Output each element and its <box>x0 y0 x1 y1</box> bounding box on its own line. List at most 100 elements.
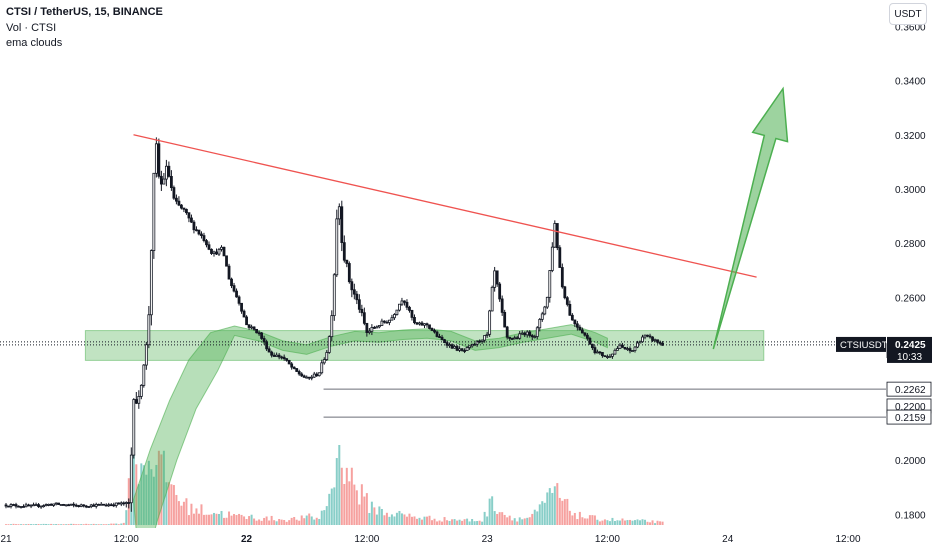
volume-bar <box>651 520 654 525</box>
candle <box>9 503 13 509</box>
level-label-box[interactable] <box>886 381 932 397</box>
volume-bar <box>295 519 298 525</box>
candle-body <box>565 297 569 305</box>
volume-bar <box>518 517 521 525</box>
volume-bar <box>283 519 286 525</box>
volume-bar <box>548 488 551 525</box>
candle <box>267 346 271 353</box>
candle-body <box>157 143 161 177</box>
candle-body <box>310 376 314 379</box>
candle <box>360 304 364 317</box>
volume-bar <box>132 445 135 525</box>
candle <box>185 208 188 215</box>
time-axis[interactable]: 21 12:00 22 12:00 23 12:00 24 12:00 <box>0 528 932 550</box>
candle-body <box>149 250 153 316</box>
current-price-box[interactable] <box>887 336 932 363</box>
candle <box>27 503 30 507</box>
volume-bar <box>60 524 63 525</box>
price-axis[interactable]: 0.3600 0.3400 0.3200 0.3000 0.2800 0.2600 0.20… <box>836 0 932 550</box>
volume-bar <box>593 515 596 525</box>
bullish-arrow[interactable] <box>712 86 789 350</box>
candle <box>54 502 58 506</box>
candle-body <box>628 348 632 352</box>
ema-clouds-indicator-label[interactable]: ema clouds <box>6 37 63 49</box>
candle-body <box>450 344 454 349</box>
candle <box>530 334 534 341</box>
symbol-price-tag <box>836 336 886 352</box>
candle <box>337 203 341 226</box>
candle <box>87 506 91 508</box>
volume-bar <box>380 508 383 525</box>
candle-body <box>585 334 589 339</box>
candle-body <box>408 306 411 311</box>
volume-bar <box>205 514 208 525</box>
volume-bar <box>228 511 231 525</box>
candle <box>616 346 619 351</box>
candle <box>315 372 319 378</box>
volume-bar <box>75 524 78 525</box>
volume-bar <box>52 524 55 525</box>
candle <box>661 341 664 346</box>
candle <box>34 502 38 507</box>
volume-indicator-label[interactable]: Vol · CTSI <box>6 22 57 34</box>
volume-bar <box>578 511 581 525</box>
candle <box>139 384 143 400</box>
candle <box>89 503 93 509</box>
candle <box>82 504 86 508</box>
candle-body <box>590 343 594 349</box>
candle-body <box>152 172 156 251</box>
symbol-title[interactable]: CTSI / TetherUS, 15, BINANCE <box>6 6 163 18</box>
volume-bar <box>656 520 659 525</box>
candle-body <box>14 504 18 507</box>
volume-bar <box>152 476 155 525</box>
volume-bar <box>395 512 398 525</box>
candle-body <box>598 351 602 354</box>
candle-body <box>661 342 664 346</box>
volume-bar <box>7 524 10 525</box>
resistance-trendline[interactable] <box>133 134 757 278</box>
candle-body <box>345 259 349 264</box>
candle <box>643 334 647 340</box>
candle <box>540 311 544 322</box>
level-label-box[interactable] <box>886 409 932 425</box>
level-label-text: 0.2262 <box>895 385 926 396</box>
volume-bar <box>50 523 53 525</box>
volume-bar <box>616 520 619 525</box>
volume-bar <box>568 510 571 525</box>
drawings[interactable] <box>0 86 886 418</box>
candle <box>342 235 346 263</box>
volume-bar <box>135 464 138 525</box>
candle <box>250 324 253 330</box>
candle <box>275 352 279 357</box>
candle <box>555 223 559 251</box>
candle <box>59 504 63 506</box>
candle <box>62 503 66 506</box>
candle <box>515 335 519 340</box>
volume-bar <box>403 514 406 525</box>
candle <box>458 346 461 353</box>
candle <box>152 172 156 259</box>
volume-bar <box>20 524 23 525</box>
candle <box>177 196 181 207</box>
volume-bar <box>556 483 559 525</box>
candle-body <box>34 504 38 507</box>
candle-body <box>523 332 527 336</box>
currency-button[interactable]: USDT <box>889 3 927 25</box>
candle <box>242 309 246 318</box>
volume-bar <box>606 520 609 525</box>
volume-bar <box>15 524 18 525</box>
candle-body <box>573 319 577 325</box>
candle <box>418 321 421 326</box>
support-zone-rect[interactable] <box>84 330 765 361</box>
candle-body <box>52 503 56 506</box>
candle <box>127 498 131 509</box>
candle <box>117 502 121 505</box>
volume-bar <box>566 498 569 525</box>
candle <box>302 374 306 378</box>
candle <box>633 346 637 353</box>
volume-bar <box>523 518 526 525</box>
candle-body <box>631 350 634 352</box>
volume-bar <box>415 518 418 525</box>
